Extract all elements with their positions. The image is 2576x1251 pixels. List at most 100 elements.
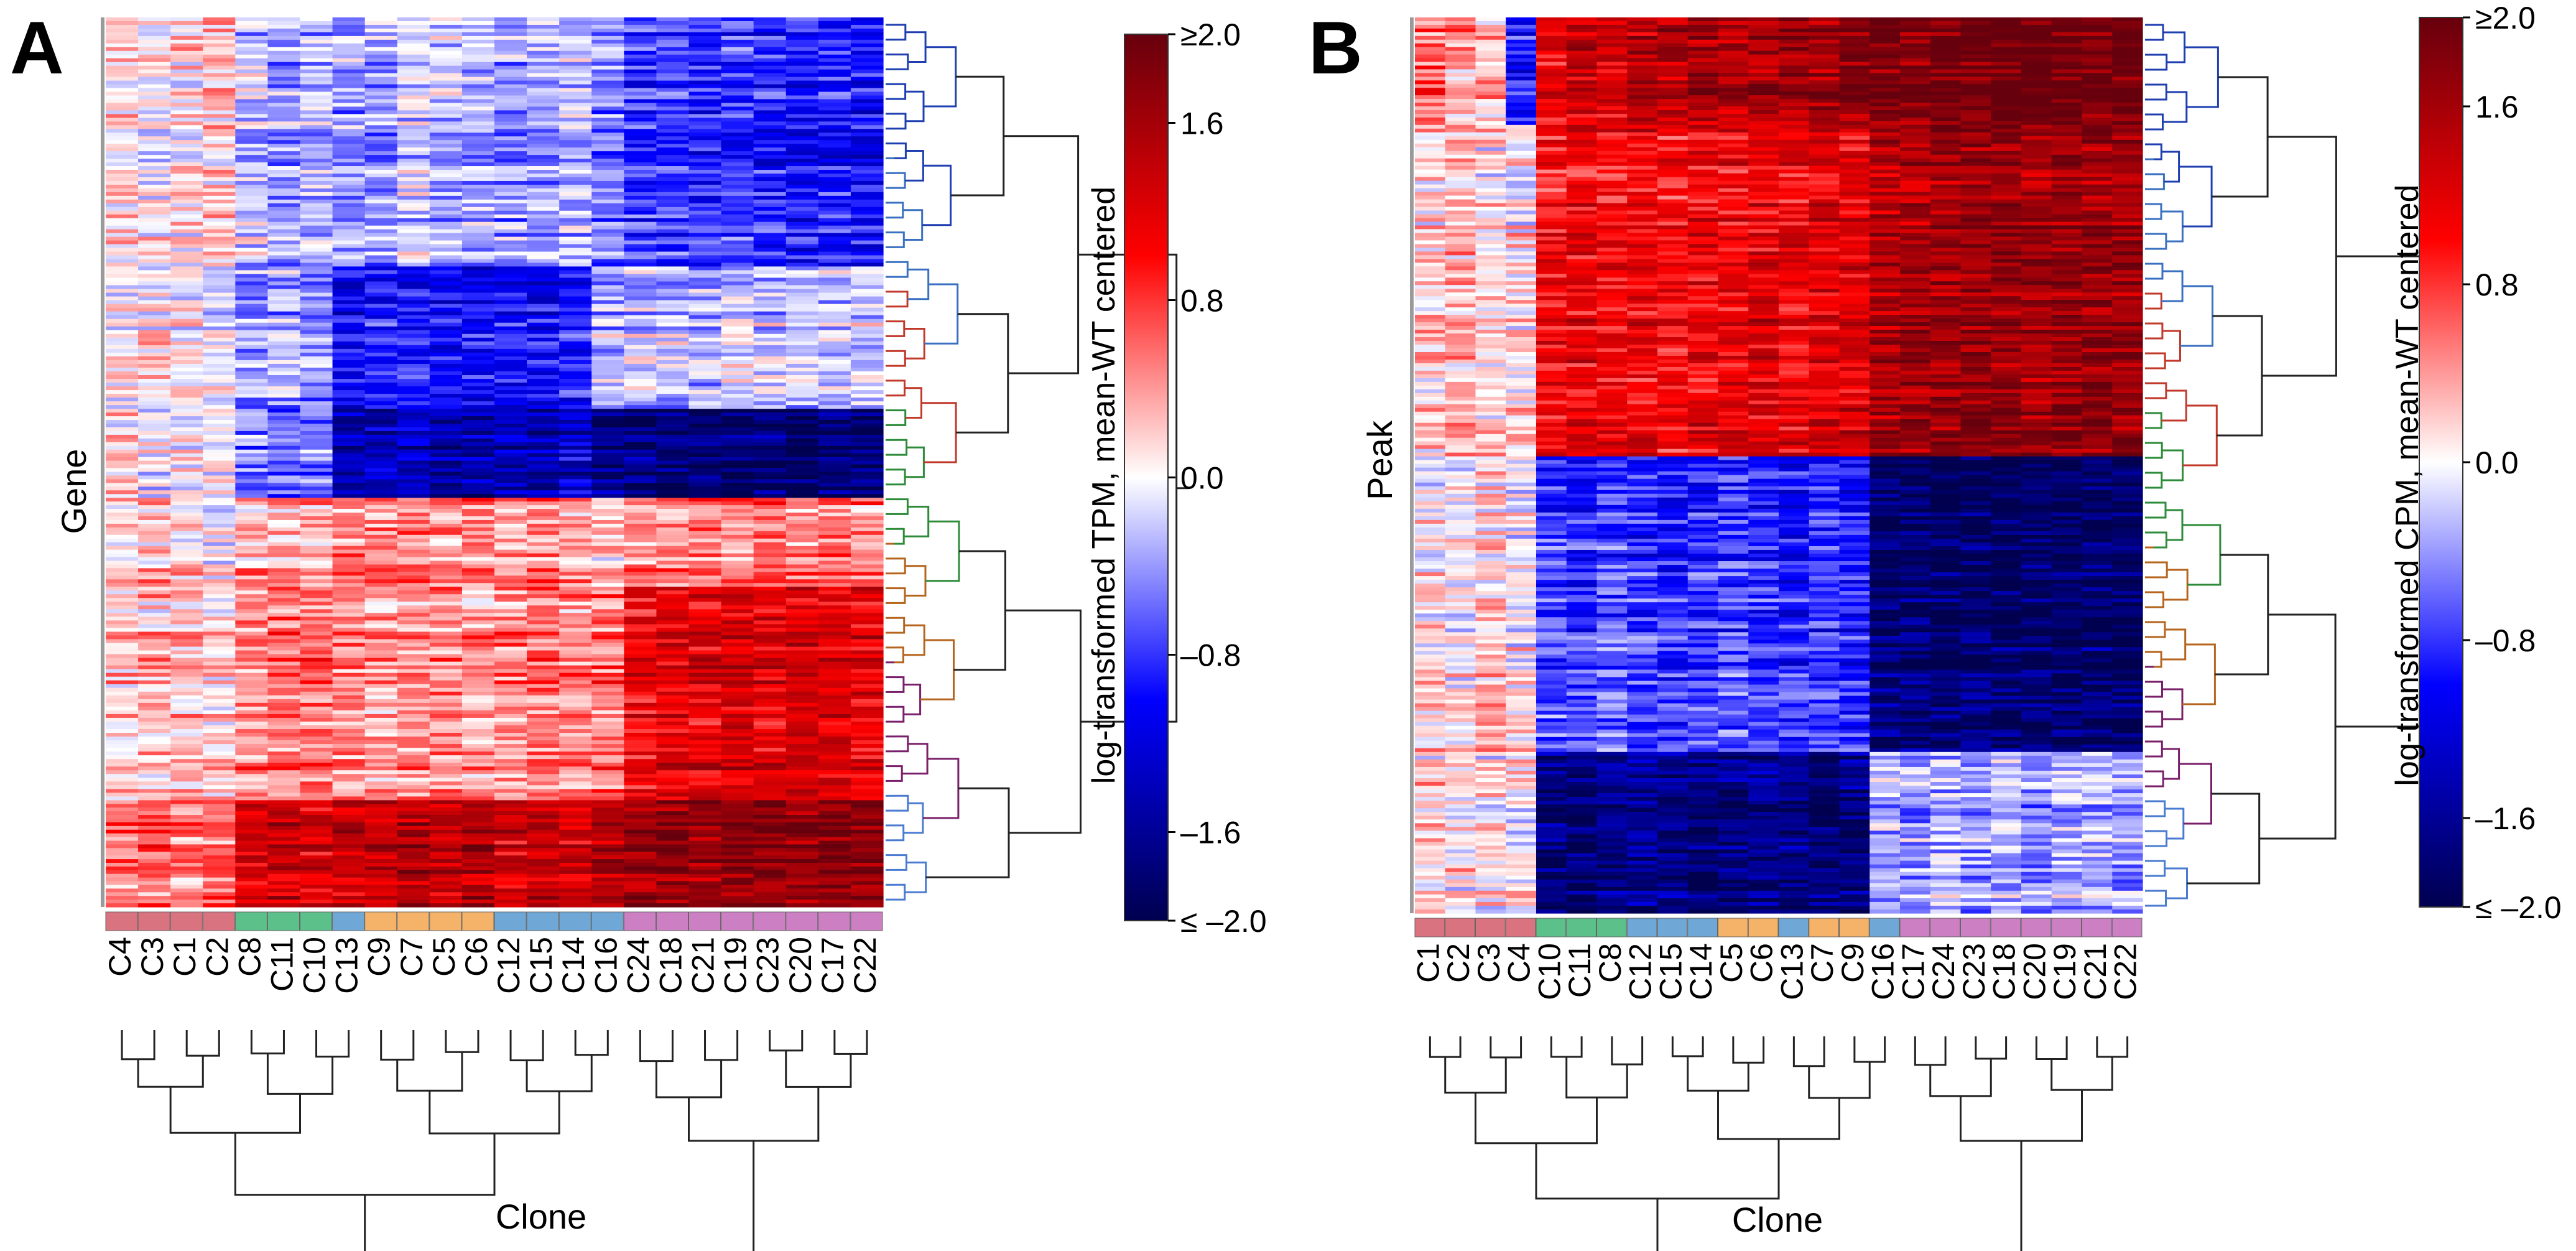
- heatmap-cell: [721, 114, 754, 118]
- heatmap-cell: [138, 118, 171, 122]
- heatmap-cell: [203, 546, 236, 551]
- heatmap-cell: [818, 465, 851, 469]
- heatmap-cell: [235, 136, 268, 141]
- heatmap-cell: [851, 763, 884, 767]
- heatmap-cell: [203, 136, 236, 141]
- heatmap-cell: [527, 542, 560, 547]
- heatmap-cell: [430, 751, 463, 756]
- heatmap-cell: [267, 564, 300, 569]
- heatmap-cell: [624, 666, 657, 670]
- heatmap-cell: [689, 681, 722, 685]
- heatmap-cell: [170, 215, 203, 219]
- heatmap-cell: [721, 166, 754, 170]
- heatmap-cell: [170, 342, 203, 346]
- heatmap-cell: [818, 740, 851, 745]
- heatmap-cell: [462, 44, 495, 48]
- heatmap-cell: [203, 744, 236, 748]
- heatmap-cell: [462, 304, 495, 309]
- heatmap-cell: [462, 266, 495, 271]
- heatmap-cell: [624, 203, 657, 208]
- heatmap-cell: [365, 356, 398, 361]
- heatmap-cell: [267, 572, 300, 576]
- heatmap-cell: [721, 755, 754, 760]
- heatmap-cell: [397, 323, 430, 327]
- heatmap-cell: [689, 420, 722, 424]
- heatmap-cell: [365, 401, 398, 406]
- heatmap-cell: [300, 147, 333, 152]
- heatmap-cell: [365, 118, 398, 122]
- heatmap-cell: [591, 483, 624, 487]
- heatmap-cell: [170, 40, 203, 44]
- heatmap-cell: [397, 334, 430, 338]
- heatmap-cell: [430, 174, 463, 178]
- heatmap-cell: [365, 781, 398, 786]
- heatmap-cell: [786, 494, 819, 498]
- heatmap-cell: [786, 513, 819, 517]
- heatmap-cell: [333, 785, 366, 789]
- heatmap-cell: [494, 136, 527, 141]
- heatmap-cell: [106, 722, 139, 726]
- heatmap-cell: [106, 673, 139, 677]
- heatmap-cell: [397, 651, 430, 655]
- heatmap-cell: [267, 129, 300, 133]
- heatmap-cell: [721, 468, 754, 473]
- heatmap-cell: [138, 349, 171, 353]
- heatmap-cell: [397, 398, 430, 402]
- heatmap-cell: [300, 230, 333, 234]
- heatmap-cell: [267, 92, 300, 96]
- heatmap-cell: [170, 457, 203, 462]
- heatmap-cell: [430, 286, 463, 290]
- heatmap-cell: [138, 390, 171, 394]
- heatmap-cell: [591, 620, 624, 625]
- heatmap-cell: [689, 29, 722, 33]
- heatmap-cell: [430, 718, 463, 722]
- heatmap-cell: [430, 21, 463, 26]
- heatmap-cell: [559, 785, 592, 789]
- heatmap-cell: [300, 192, 333, 197]
- heatmap-cell: [494, 710, 527, 715]
- heatmap-cell: [333, 25, 366, 29]
- heatmap-cell: [754, 624, 787, 628]
- heatmap-cell: [365, 286, 398, 290]
- heatmap-cell: [559, 616, 592, 621]
- heatmap-cell: [430, 594, 463, 598]
- heatmap-cell: [591, 643, 624, 648]
- heatmap-cell: [267, 188, 300, 193]
- heatmap-cell: [494, 546, 527, 551]
- heatmap-cell: [624, 564, 657, 569]
- heatmap-cell: [430, 774, 463, 778]
- heatmap-cell: [527, 654, 560, 659]
- heatmap-cell: [721, 539, 754, 543]
- heatmap-cell: [170, 47, 203, 52]
- heatmap-cell: [754, 602, 787, 606]
- heatmap-cell: [559, 658, 592, 663]
- heatmap-cell: [106, 177, 139, 182]
- heatmap-cell: [624, 312, 657, 316]
- heatmap-cell: [203, 398, 236, 402]
- heatmap-cell: [624, 44, 657, 48]
- heatmap-cell: [430, 252, 463, 256]
- heatmap-cell: [397, 222, 430, 226]
- heatmap-cell: [494, 613, 527, 617]
- heatmap-cell: [300, 110, 333, 114]
- heatmap-cell: [494, 639, 527, 643]
- heatmap-cell: [689, 222, 722, 226]
- heatmap-cell: [624, 658, 657, 663]
- heatmap-cell: [656, 594, 689, 598]
- heatmap-cell: [430, 185, 463, 189]
- heatmap-cell: [591, 289, 624, 294]
- heatmap-cell: [300, 293, 333, 297]
- heatmap-cell: [624, 531, 657, 536]
- heatmap-cell: [851, 293, 884, 297]
- heatmap-cell: [138, 185, 171, 189]
- heatmap-cell: [333, 774, 366, 778]
- heatmap-cell: [527, 635, 560, 639]
- heatmap-cell: [267, 505, 300, 509]
- heatmap-cell: [851, 386, 884, 391]
- heatmap-cell: [138, 29, 171, 33]
- heatmap-cell: [786, 58, 819, 63]
- heatmap-cell: [786, 40, 819, 44]
- heatmap-cell: [494, 121, 527, 126]
- heatmap-cell: [527, 140, 560, 144]
- heatmap-cell: [203, 572, 236, 576]
